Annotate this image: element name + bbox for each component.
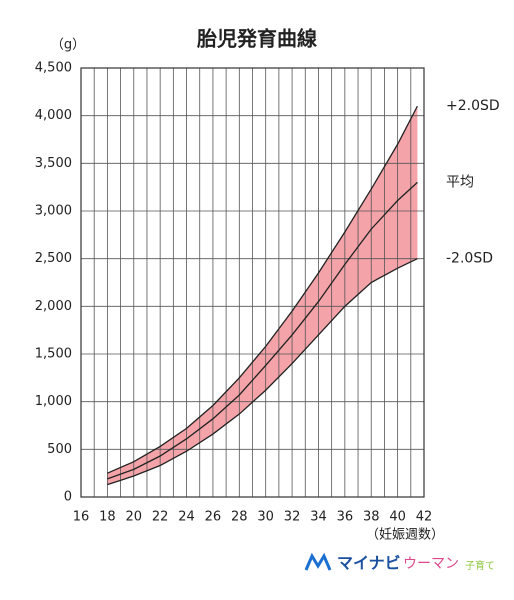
line (107, 181, 418, 480)
x-tick-label: 28 (231, 510, 248, 525)
y-tick-label: 1,500 (35, 347, 72, 362)
x-tick-label: 36 (337, 510, 354, 525)
y-tick-label: 500 (47, 442, 72, 457)
x-tick-label: 20 (125, 510, 142, 525)
legend-label: +2.0SD (446, 98, 500, 114)
sd-band (107, 106, 418, 485)
logo: マイナビ ウーマン 子育て (304, 552, 495, 573)
y-tick-label: 4,000 (35, 108, 72, 123)
x-tick-label: 32 (284, 510, 301, 525)
line (107, 105, 418, 474)
logo-main: マイナビ (337, 554, 401, 573)
chart-title: 胎児発育曲線 (196, 27, 317, 51)
y-tick-label: 1,000 (35, 394, 72, 409)
x-tick-label: 34 (310, 510, 327, 525)
x-tick-label: 24 (178, 510, 195, 525)
y-tick-label: 4,500 (35, 61, 72, 76)
x-tick-label: 40 (389, 510, 406, 525)
x-tick-label: 22 (152, 510, 169, 525)
legend-label: 平均 (446, 174, 474, 190)
y-tick-label: 3,500 (35, 156, 72, 171)
legend-label: -2.0SD (446, 251, 493, 267)
x-tick-label: 18 (99, 510, 116, 525)
y-tick-label: 0 (64, 490, 72, 505)
logo-tag: 子育て (465, 559, 495, 572)
logo-sub: ウーマン (403, 556, 459, 572)
x-tick-label: 26 (205, 510, 222, 525)
logo-icon (304, 552, 332, 571)
x-tick-label: 42 (416, 510, 433, 525)
y-tick-label: 3,000 (35, 204, 72, 219)
y-tick-label: 2,500 (35, 251, 72, 266)
x-tick-label: 38 (363, 510, 380, 525)
y-tick-label: 2,000 (35, 299, 72, 314)
plot-frame (80, 67, 425, 498)
x-label: （妊娠週数） (366, 528, 444, 543)
x-tick-label: 16 (73, 510, 90, 525)
x-tick-label: 30 (257, 510, 274, 525)
y-unit: （g） (51, 38, 85, 53)
line (107, 258, 418, 486)
